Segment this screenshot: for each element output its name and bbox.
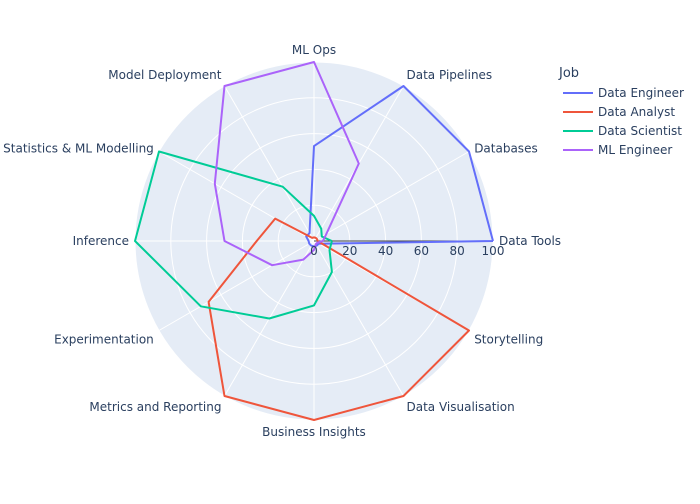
legend-title: Job	[558, 66, 579, 81]
radial-tick-label: 100	[482, 244, 505, 258]
angular-tick-label: Inference	[73, 234, 129, 248]
angular-tick-label: Data Visualisation	[407, 400, 515, 414]
radial-tick-label: 20	[342, 244, 357, 258]
polar-grid	[134, 61, 494, 421]
angular-grid-line	[313, 240, 404, 397]
radial-tick-label: 40	[378, 244, 393, 258]
angular-tick-label: Data Tools	[499, 234, 561, 248]
angular-tick-label: Statistics & ML Modelling	[3, 142, 154, 156]
legend-label: Data Scientist	[598, 124, 682, 138]
angular-tick-label: Experimentation	[54, 333, 154, 347]
series-line-data-scientist	[134, 150, 333, 320]
legend-label: Data Engineer	[598, 86, 684, 100]
radial-tick-label: 0	[310, 244, 318, 258]
angular-tick-label: Databases	[474, 142, 538, 156]
series-line-data-analyst	[207, 217, 470, 421]
angular-tick-label: ML Ops	[292, 43, 336, 57]
angular-tick-label: Model Deployment	[108, 68, 222, 82]
legend-item[interactable]: Data Analyst	[563, 105, 675, 119]
angular-tick-label: Business Insights	[262, 425, 366, 439]
radial-axis-ticks: 0 20 40 60 80 100	[310, 244, 504, 258]
angular-tick-label: Storytelling	[474, 333, 543, 347]
angular-grid-line	[224, 85, 315, 242]
radial-tick-label: 80	[450, 244, 465, 258]
legend-item[interactable]: Data Engineer	[563, 86, 684, 100]
radial-tick-label: 60	[414, 244, 429, 258]
angular-grid-line	[158, 240, 315, 331]
angular-tick-label: Metrics and Reporting	[89, 400, 221, 414]
legend-item[interactable]: ML Engineer	[563, 143, 672, 157]
angular-grid-line	[313, 151, 470, 242]
legend-label: ML Engineer	[598, 143, 672, 157]
series-line-ml-engineer	[213, 61, 360, 267]
legend: Job Data Engineer Data Analyst Data Scient…	[558, 66, 684, 157]
series-layer	[134, 61, 494, 421]
series-line-data-engineer	[305, 85, 494, 248]
legend-item[interactable]: Data Scientist	[563, 124, 682, 138]
angular-tick-label: Data Pipelines	[407, 68, 493, 82]
angular-axis-labels: Data Tools Databases Data Pipelines ML Ops M…	[3, 43, 561, 439]
legend-label: Data Analyst	[598, 105, 675, 119]
